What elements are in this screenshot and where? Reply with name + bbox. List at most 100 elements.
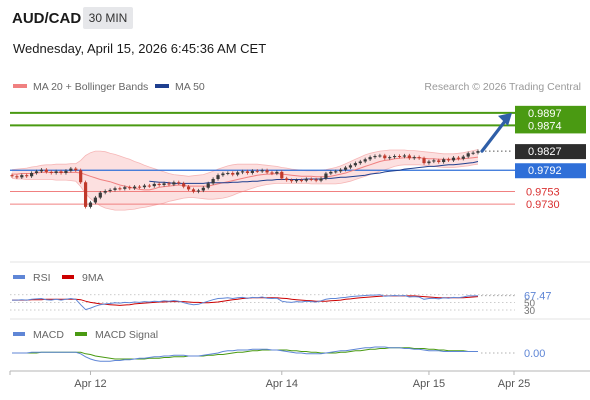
candle-body	[422, 158, 426, 164]
candle-body	[383, 155, 387, 159]
candle-body	[162, 183, 166, 185]
macd-last-label: 0.00	[524, 348, 545, 360]
price-legend: MA 20 + Bollinger Bands MA 50	[13, 81, 205, 93]
candle-body	[113, 188, 117, 190]
candle-body	[147, 185, 151, 187]
macd-legend-swatch	[13, 332, 25, 336]
rsi-ma-legend-swatch	[62, 275, 74, 279]
forecast-arrow-shaft	[480, 118, 508, 153]
candle-body	[177, 182, 181, 184]
candle-body	[79, 170, 83, 183]
timeframe-badge[interactable]: 30 MIN	[83, 7, 133, 29]
bollinger-upper-line	[11, 149, 479, 177]
x-tick-label: Apr 25	[498, 378, 530, 390]
candle-body	[186, 186, 191, 190]
price-candles	[10, 149, 480, 209]
candle-body	[44, 169, 48, 172]
rsi-legend-label: RSI	[33, 272, 51, 284]
candle-body	[98, 192, 102, 198]
x-tick-label: Apr 12	[74, 378, 106, 390]
rsi-legend: RSI 9MA	[13, 272, 104, 284]
resistance-level-label-bg	[515, 105, 586, 121]
resistance-level-label-bg	[515, 118, 586, 134]
candle-body	[216, 175, 220, 179]
candle-body	[182, 183, 186, 187]
candle-body	[432, 160, 436, 162]
candle-body	[314, 179, 318, 181]
candle-body	[15, 176, 19, 178]
resistance-level-label: 0.9897	[528, 108, 562, 120]
candle-body	[437, 160, 441, 163]
macd-panel: 0.00	[12, 346, 545, 362]
candle-body	[456, 157, 460, 159]
macd-line	[12, 346, 478, 362]
candle-body	[388, 157, 392, 159]
candle-body	[196, 190, 200, 192]
candle-body	[339, 169, 343, 172]
rsi-ma-legend-label: 9MA	[82, 272, 104, 284]
candle-body	[417, 157, 421, 159]
rsi-legend-swatch	[13, 275, 25, 279]
pivot-level-label: 0.9792	[528, 165, 562, 177]
candle-body	[476, 151, 480, 153]
candle-body	[54, 171, 58, 173]
candle-body	[427, 161, 431, 164]
price-levels	[10, 111, 515, 205]
candle-body	[93, 197, 97, 203]
candle-body	[334, 171, 338, 173]
candle-body	[299, 180, 304, 182]
support-level-label: 0.9753	[526, 187, 560, 199]
candle-body	[167, 183, 171, 185]
macd-legend: MACD MACD Signal	[13, 329, 158, 341]
resistance-level-label: 0.9874	[528, 120, 562, 132]
candle-body	[294, 180, 299, 182]
candle-body	[407, 155, 411, 159]
candle-body	[172, 182, 176, 185]
bollinger-bands	[11, 149, 479, 211]
pivot-level-label-bg	[515, 163, 586, 179]
candle-body	[309, 178, 313, 180]
candle-body	[245, 171, 250, 173]
ma20-legend-swatch	[13, 84, 27, 88]
candle-body	[461, 156, 465, 159]
candle-body	[324, 173, 328, 179]
candle-body	[103, 191, 107, 193]
candle-body	[363, 159, 367, 162]
candle-body	[88, 202, 93, 207]
candle-body	[34, 171, 39, 173]
candle-body	[275, 171, 279, 174]
candle-body	[74, 168, 78, 171]
candle-body	[39, 169, 44, 172]
candle-body	[137, 186, 142, 188]
macd-signal-line	[12, 347, 478, 360]
candle-body	[393, 156, 397, 158]
research-credit: Research © 2026 Trading Central	[424, 81, 581, 93]
candle-body	[201, 187, 205, 191]
candle-body	[250, 170, 254, 173]
candle-body	[25, 175, 29, 177]
rsi-tick-label: 30	[524, 306, 536, 317]
candle-body	[280, 171, 284, 179]
candle-body	[373, 156, 377, 158]
candle-body	[378, 155, 382, 157]
candle-body	[20, 175, 24, 178]
candle-body	[358, 161, 362, 164]
candle-body	[83, 182, 88, 207]
moving-averages	[12, 156, 479, 191]
rsi-tick-label: 50	[524, 298, 536, 309]
candle-body	[353, 163, 357, 166]
candle-body	[451, 157, 456, 161]
candle-body	[412, 157, 416, 159]
forecast	[480, 112, 512, 153]
candle-body	[211, 178, 215, 184]
bollinger-band-area	[12, 149, 478, 211]
chart-datetime: Wednesday, April 15, 2026 6:45:36 AM CET	[13, 41, 267, 56]
macd-legend-label: MACD	[33, 329, 64, 341]
candle-body	[466, 153, 470, 157]
candle-body	[446, 159, 451, 161]
candle-body	[123, 187, 127, 189]
x-axis: Apr 12 Apr 14 Apr 15 Apr 25	[9, 371, 530, 390]
